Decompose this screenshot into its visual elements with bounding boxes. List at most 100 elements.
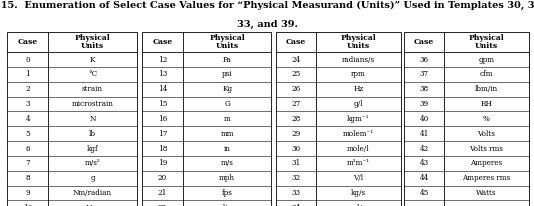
Text: Case: Case [286, 38, 306, 46]
Text: Volts: Volts [477, 130, 496, 138]
Text: Physical
Units: Physical Units [209, 34, 245, 50]
Text: m: m [224, 115, 231, 123]
Text: g: g [90, 174, 95, 182]
Text: 22: 22 [158, 204, 167, 206]
Text: 44: 44 [420, 174, 429, 182]
Text: 40: 40 [420, 115, 429, 123]
Text: Watts: Watts [476, 189, 497, 197]
Text: 12: 12 [158, 56, 167, 63]
Text: rpm: rpm [351, 70, 366, 78]
Text: Volts rms: Volts rms [469, 145, 503, 152]
Text: 26: 26 [292, 85, 301, 93]
Text: 25: 25 [292, 70, 301, 78]
Text: 2: 2 [26, 85, 30, 93]
Text: 20: 20 [158, 174, 167, 182]
Bar [276, 32, 400, 206]
Text: 33: 33 [292, 189, 301, 197]
Text: m/s²: m/s² [85, 159, 100, 167]
Text: g/l: g/l [354, 100, 363, 108]
Text: mm: mm [221, 130, 234, 138]
Text: 17: 17 [158, 130, 167, 138]
Text: 10: 10 [23, 204, 33, 206]
Text: 36: 36 [420, 56, 429, 63]
Text: 14: 14 [158, 85, 167, 93]
Bar [7, 32, 137, 206]
Text: 39: 39 [420, 100, 429, 108]
Text: radians/s: radians/s [342, 56, 375, 63]
Text: microstrain: microstrain [72, 100, 114, 108]
Text: 3: 3 [26, 100, 30, 108]
Text: lbm/in: lbm/in [475, 85, 498, 93]
Text: gpm: gpm [478, 56, 494, 63]
Text: fps: fps [222, 189, 233, 197]
Text: 32: 32 [292, 174, 301, 182]
Text: 19: 19 [158, 159, 167, 167]
Text: 0: 0 [26, 56, 30, 63]
Text: 24: 24 [292, 56, 301, 63]
Bar [142, 32, 271, 206]
Text: 27: 27 [292, 100, 301, 108]
Text: radians: radians [214, 204, 241, 206]
Text: Hz: Hz [353, 85, 363, 93]
Text: 28: 28 [292, 115, 301, 123]
Text: kg/s: kg/s [351, 189, 366, 197]
Text: 31: 31 [292, 159, 301, 167]
Text: 9: 9 [26, 189, 30, 197]
Text: 6: 6 [26, 145, 30, 152]
Text: G: G [224, 100, 230, 108]
Text: K: K [90, 56, 96, 63]
Text: 29: 29 [292, 130, 301, 138]
Text: 1: 1 [25, 70, 30, 78]
Text: 45: 45 [420, 189, 429, 197]
Text: V/l: V/l [353, 174, 363, 182]
Text: 5: 5 [26, 130, 30, 138]
Text: Physical
Units: Physical Units [75, 34, 111, 50]
Text: strain: strain [82, 85, 103, 93]
Bar [404, 32, 529, 206]
Text: 38: 38 [420, 85, 429, 93]
Text: 41: 41 [420, 130, 429, 138]
Text: molem⁻¹: molem⁻¹ [343, 130, 374, 138]
Text: 33, and 39.: 33, and 39. [237, 20, 297, 29]
Text: 16: 16 [158, 115, 167, 123]
Text: Nm/radian: Nm/radian [73, 189, 112, 197]
Text: mph: mph [219, 174, 235, 182]
Text: 30: 30 [292, 145, 301, 152]
Text: 34: 34 [292, 204, 301, 206]
Text: Physical
Units: Physical Units [340, 34, 376, 50]
Text: RH: RH [481, 100, 492, 108]
Text: 8: 8 [26, 174, 30, 182]
Text: Physical
Units: Physical Units [468, 34, 504, 50]
Text: m³/s: m³/s [350, 204, 366, 206]
Text: °C: °C [88, 70, 97, 78]
Text: N: N [89, 115, 96, 123]
Text: Amperes: Amperes [470, 159, 502, 167]
Text: 15: 15 [158, 100, 167, 108]
Text: Kg: Kg [222, 85, 232, 93]
Text: Case: Case [18, 38, 38, 46]
Text: lb: lb [89, 130, 96, 138]
Text: m/s: m/s [221, 159, 233, 167]
Text: 37: 37 [420, 70, 429, 78]
Text: 42: 42 [420, 145, 429, 152]
Text: Case: Case [414, 38, 434, 46]
Text: Nm: Nm [86, 204, 99, 206]
Text: %: % [483, 115, 490, 123]
Text: Table 15.  Enumeration of Select Case Values for “Physical Measurand (Units)” Us: Table 15. Enumeration of Select Case Val… [0, 1, 534, 10]
Text: 13: 13 [158, 70, 167, 78]
Text: 7: 7 [26, 159, 30, 167]
Text: 21: 21 [158, 189, 167, 197]
Text: 4: 4 [26, 115, 30, 123]
Text: mole/l: mole/l [347, 145, 370, 152]
Text: Case: Case [152, 38, 172, 46]
Text: 18: 18 [158, 145, 167, 152]
Text: 43: 43 [420, 159, 429, 167]
Text: kgf: kgf [87, 145, 98, 152]
Text: psi: psi [222, 70, 232, 78]
Text: Amperes rms: Amperes rms [462, 174, 511, 182]
Text: in: in [224, 145, 231, 152]
Text: Pa: Pa [223, 56, 232, 63]
Text: m³m⁻¹: m³m⁻¹ [347, 159, 370, 167]
Text: cfm: cfm [480, 70, 493, 78]
Text: kgm⁻¹: kgm⁻¹ [347, 115, 370, 123]
